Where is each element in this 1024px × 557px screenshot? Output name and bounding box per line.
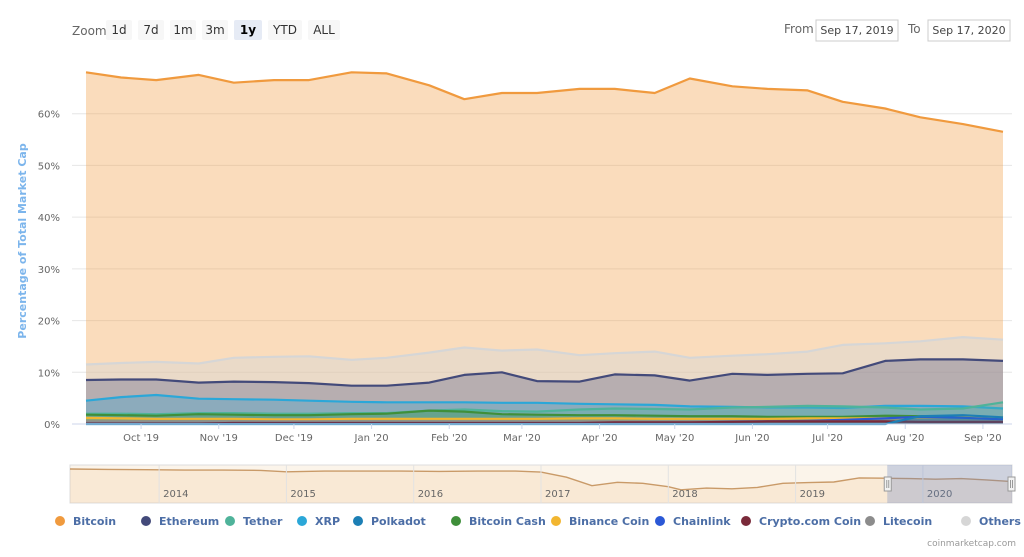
legend-item-bitcoin[interactable]: Bitcoin <box>55 515 116 528</box>
legend-item-ethereum[interactable]: Ethereum <box>141 515 219 528</box>
legend-marker <box>865 516 875 526</box>
legend-marker <box>655 516 665 526</box>
legend-item-others[interactable]: Others <box>961 515 1021 528</box>
zoom-button-7d[interactable]: 7d <box>138 20 164 40</box>
series-line-binance-coin[interactable] <box>85 416 1003 421</box>
navigator-tick-label: 2017 <box>545 489 570 500</box>
legend-label: Crypto.com Coin <box>759 515 861 528</box>
navigator-line <box>69 468 1013 491</box>
area-polkadot <box>86 415 1003 424</box>
y-tick-label: 60% <box>38 110 60 121</box>
legend-item-polkadot[interactable]: Polkadot <box>353 515 426 528</box>
svg-text:7d: 7d <box>143 23 158 37</box>
y-tick-label: 20% <box>38 317 60 328</box>
x-tick-label: Jun '20 <box>734 433 769 444</box>
svg-text:Sep 17, 2019: Sep 17, 2019 <box>820 24 893 37</box>
zoom-button-1y[interactable]: 1y <box>234 20 262 40</box>
legend-label: Tether <box>243 515 283 528</box>
legend-item-binance-coin[interactable]: Binance Coin <box>551 515 649 528</box>
y-tick-label: 50% <box>38 161 60 172</box>
navigator-handle-left[interactable] <box>883 476 892 492</box>
svg-text:1y: 1y <box>240 23 256 37</box>
x-tick-label: Sep '20 <box>964 433 1002 444</box>
x-tick-label: Jan '20 <box>354 433 389 444</box>
x-tick-label: Nov '19 <box>200 433 238 444</box>
y-tick-label: 40% <box>38 213 60 224</box>
svg-text:ALL: ALL <box>313 23 335 37</box>
series-line-xrp[interactable] <box>85 393 1004 410</box>
navigator-tick-label: 2014 <box>163 489 188 500</box>
zoom-label: Zoom <box>72 24 107 38</box>
legend-marker <box>353 516 363 526</box>
legend-item-crypto-com-coin[interactable]: Crypto.com Coin <box>741 515 861 528</box>
zoom-button-1d[interactable]: 1d <box>106 20 132 40</box>
zoom-button-1m[interactable]: 1m <box>170 20 196 40</box>
legend-item-chainlink[interactable]: Chainlink <box>655 515 731 528</box>
y-tick-label: 0% <box>44 420 60 431</box>
navigator-tick-label: 2018 <box>672 489 697 500</box>
to-date-input[interactable]: Sep 17, 2020 <box>927 19 1011 42</box>
legend-label: Bitcoin Cash <box>469 515 546 528</box>
y-tick-label: 10% <box>38 368 60 379</box>
x-tick-label: Mar '20 <box>503 433 541 444</box>
svg-text:1m: 1m <box>173 23 192 37</box>
x-tick-label: May '20 <box>655 433 694 444</box>
legend-marker <box>451 516 461 526</box>
credit-link[interactable]: coinmarketcap.com <box>927 539 1016 549</box>
to-label: To <box>907 22 921 36</box>
legend-item-tether[interactable]: Tether <box>225 515 283 528</box>
legend-label: Litecoin <box>883 515 932 528</box>
svg-text:YTD: YTD <box>272 23 297 37</box>
x-tick-label: Oct '19 <box>123 433 159 444</box>
series-line-tether[interactable] <box>86 401 1004 416</box>
y-axis-title: Percentage of Total Market Cap <box>16 143 29 339</box>
x-tick-label: Jul '20 <box>811 433 843 444</box>
navigator-tick-label: 2020 <box>927 489 952 500</box>
series-line-bitcoin-cash[interactable] <box>85 409 1004 419</box>
legend-item-xrp[interactable]: XRP <box>297 515 340 528</box>
navigator-tick-label: 2015 <box>290 489 315 500</box>
svg-text:3m: 3m <box>205 23 224 37</box>
series-line-ethereum[interactable] <box>85 358 1004 387</box>
legend-marker <box>297 516 307 526</box>
legend-marker <box>961 516 971 526</box>
legend-label: Others <box>979 515 1021 528</box>
legend-marker <box>225 516 235 526</box>
x-tick-label: Aug '20 <box>886 433 924 444</box>
navigator-selection[interactable] <box>887 465 1012 503</box>
legend-item-bitcoin-cash[interactable]: Bitcoin Cash <box>451 515 546 528</box>
y-tick-label: 30% <box>38 265 60 276</box>
legend-label: Chainlink <box>673 515 731 528</box>
legend-label: Bitcoin <box>73 515 116 528</box>
legend-marker <box>141 516 151 526</box>
x-tick-label: Feb '20 <box>431 433 467 444</box>
area-bitcoin <box>86 72 1003 425</box>
zoom-button-ytd[interactable]: YTD <box>268 20 302 40</box>
from-label: From <box>784 22 814 36</box>
series-line-others[interactable] <box>85 336 1004 366</box>
legend-label: Polkadot <box>371 515 426 528</box>
navigator-handle-right[interactable] <box>1007 476 1016 492</box>
legend-marker <box>55 516 65 526</box>
svg-text:1d: 1d <box>111 23 126 37</box>
series-line-bitcoin[interactable] <box>85 71 1004 133</box>
legend-marker <box>741 516 751 526</box>
navigator-tick-label: 2019 <box>800 489 825 500</box>
x-tick-label: Dec '19 <box>275 433 313 444</box>
legend-marker <box>551 516 561 526</box>
zoom-button-3m[interactable]: 3m <box>202 20 228 40</box>
navigator-tick-label: 2016 <box>418 489 443 500</box>
legend-label: Ethereum <box>159 515 219 528</box>
zoom-button-all[interactable]: ALL <box>308 20 340 40</box>
legend-item-litecoin[interactable]: Litecoin <box>865 515 932 528</box>
legend-label: XRP <box>315 515 340 528</box>
navigator[interactable]: 2014 2015 2016 2017 2018 2019 2020 <box>69 464 1016 504</box>
svg-text:Sep 17, 2020: Sep 17, 2020 <box>932 24 1005 37</box>
legend-label: Binance Coin <box>569 515 649 528</box>
from-date-input[interactable]: Sep 17, 2019 <box>815 19 899 42</box>
x-tick-label: Apr '20 <box>582 433 618 444</box>
